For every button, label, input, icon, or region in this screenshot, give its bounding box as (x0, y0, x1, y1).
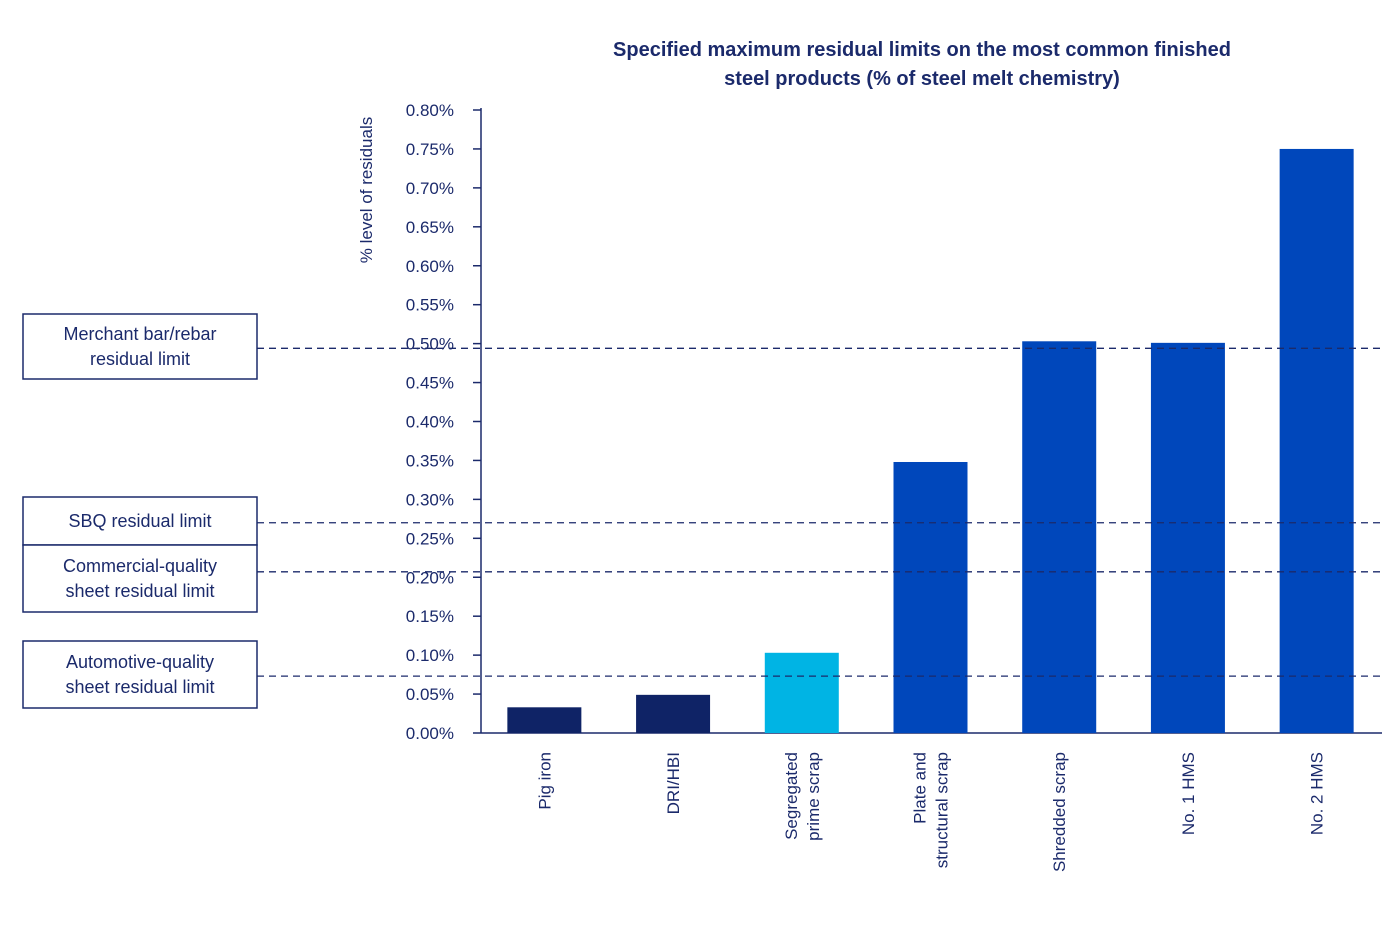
bar (1150, 342, 1225, 733)
bar (636, 694, 711, 733)
chart-title-line-2: steel products (% of steel melt chemistr… (724, 68, 1120, 90)
x-category-label-line: DRI/HBI (664, 752, 683, 814)
y-tick-label: 0.50% (406, 335, 454, 354)
limit-label-box (22, 496, 258, 546)
y-tick-label: 0.40% (406, 413, 454, 432)
x-category-label: DRI/HBI (664, 752, 683, 814)
bar (1279, 148, 1354, 733)
x-category-label: No. 1 HMS (1179, 752, 1198, 835)
x-category-label-line: Plate and (911, 752, 930, 824)
x-category-label: Shredded scrap (1050, 752, 1069, 872)
y-axis-ticks: 0.00% 0.05% 0.10% 0.15% 0.20% 0.25% 0.30% 0.35%… (406, 101, 481, 743)
x-category-label-line: Pig iron (535, 752, 554, 810)
limit-label-box (22, 313, 258, 380)
y-tick-label: 0.10% (406, 646, 454, 665)
x-category-label-line: No. 2 HMS (1308, 752, 1327, 835)
bar (507, 707, 582, 733)
bars (507, 148, 1354, 733)
y-tick-label: 0.30% (406, 490, 454, 509)
x-category-label-line: Segregated (782, 752, 801, 840)
x-category-label: Segregated prime scrap (782, 752, 823, 841)
limit-label-text: residual limit (90, 349, 190, 369)
limit-lines: Merchant bar/rebar residual limit SBQ resi… (22, 313, 1382, 709)
x-category-label-line: Shredded scrap (1050, 752, 1069, 872)
y-tick-label: 0.00% (406, 724, 454, 743)
y-tick-label: 0.20% (406, 568, 454, 587)
y-tick-label: 0.60% (406, 257, 454, 276)
bar (764, 652, 839, 733)
x-category-label-line: prime scrap (804, 752, 823, 841)
category-labels: Pig iron DRI/HBI Segregated prime scrap Plat… (535, 752, 1326, 872)
chart-title-line-1: Specified maximum residual limits on the… (613, 39, 1231, 61)
y-tick-label: 0.75% (406, 140, 454, 159)
bar (893, 461, 968, 733)
x-category-label: Pig iron (535, 752, 554, 810)
limit-label-text: Merchant bar/rebar (63, 324, 216, 344)
limit-label-text: SBQ residual limit (68, 511, 211, 531)
limit-label-text: sheet residual limit (65, 677, 214, 697)
x-category-label: Plate and structural scrap (911, 752, 952, 868)
limit-label-box (22, 544, 258, 613)
y-tick-label: 0.80% (406, 101, 454, 120)
x-category-label: No. 2 HMS (1308, 752, 1327, 835)
limit-label-text: sheet residual limit (65, 581, 214, 601)
y-tick-label: 0.55% (406, 296, 454, 315)
y-tick-label: 0.70% (406, 179, 454, 198)
bar (1022, 341, 1097, 733)
limit-label-box (22, 640, 258, 709)
limit-label-text: Commercial-quality (63, 556, 217, 576)
y-tick-label: 0.65% (406, 218, 454, 237)
y-tick-label: 0.45% (406, 374, 454, 393)
y-tick-label: 0.35% (406, 451, 454, 470)
y-axis-label: % level of residuals (357, 117, 376, 263)
y-tick-label: 0.15% (406, 607, 454, 626)
y-tick-label: 0.05% (406, 685, 454, 704)
limit-label-text: Automotive-quality (66, 652, 214, 672)
x-category-label-line: structural scrap (933, 752, 952, 868)
y-tick-label: 0.25% (406, 529, 454, 548)
x-category-label-line: No. 1 HMS (1179, 752, 1198, 835)
